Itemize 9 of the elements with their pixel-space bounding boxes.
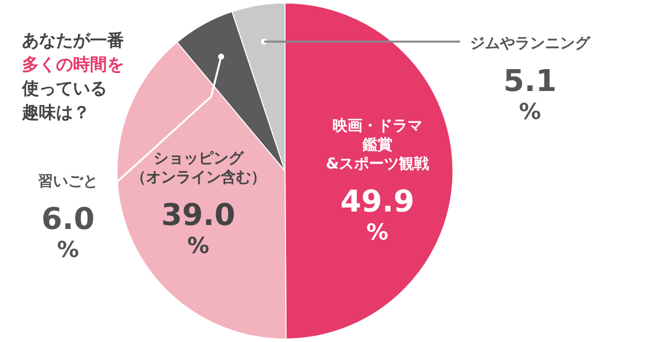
text: あなたが一番多くの時間を使っている趣味は？ bbox=[21, 31, 124, 123]
slice-label: 映画・ドラマ鑑賞&スポーツ観戦 bbox=[326, 116, 429, 173]
data-label: 5.1% bbox=[503, 64, 557, 125]
slice-label: ショッピング（オンライン含む） bbox=[130, 148, 266, 186]
data-label: 6.0% bbox=[41, 202, 95, 263]
slice-label: 習いごと bbox=[38, 172, 98, 190]
data-label: 39.0% bbox=[161, 198, 236, 259]
slice-label: ジムやランニング bbox=[470, 34, 591, 52]
data-label: 49.9% bbox=[340, 184, 414, 246]
